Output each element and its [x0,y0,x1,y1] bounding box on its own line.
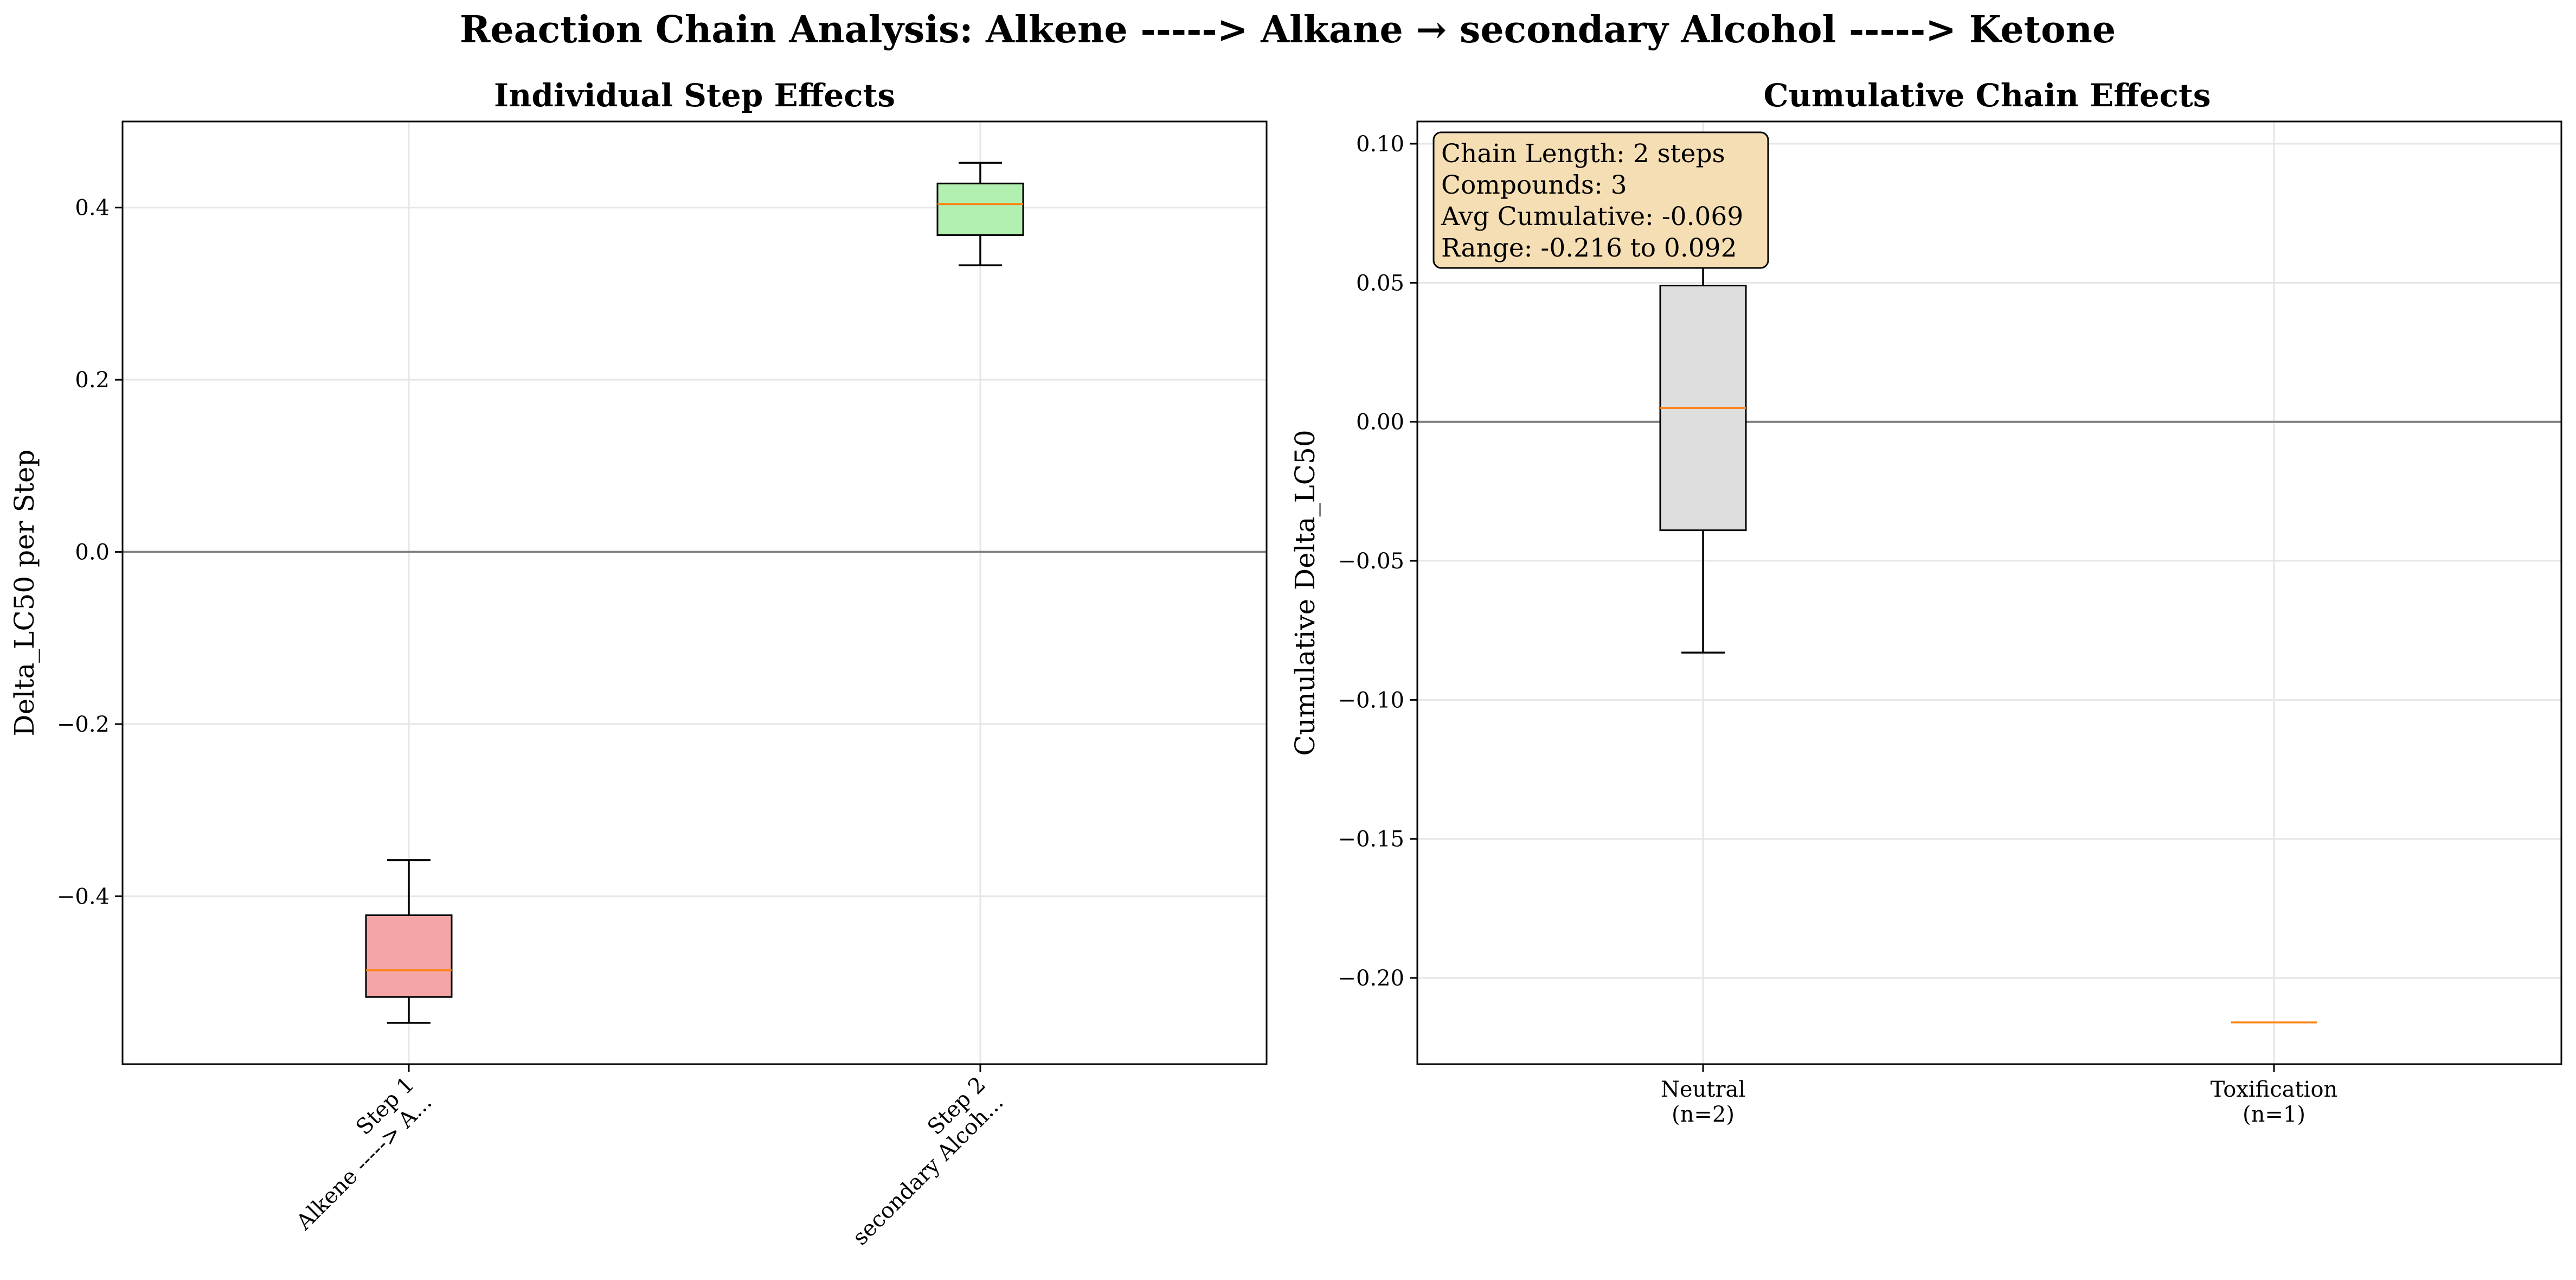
chain-info-line: Chain Length: 2 steps [1441,139,1725,169]
left-y-tick-label: 0.4 [75,196,110,221]
left-chart-panel: Individual Step Effects −0.4 −0.2 0.0 0.2 0.… [9,77,1268,1250]
right-chart-title: Cumulative Chain Effects [1764,77,2211,114]
chain-info-box-background [1432,131,1769,269]
left-boxplot-2 [936,162,1024,266]
chain-info-line: Range: -0.216 to 0.092 [1441,233,1737,263]
figure-title: Reaction Chain Analysis: Alkene -----> A… [460,8,2116,52]
left-y-tick-label: −0.4 [57,884,110,909]
right-y-tick-label: 0.00 [1356,410,1404,435]
chain-info-line: Avg Cumulative: -0.069 [1441,202,1743,232]
left-boxplot-1 [365,859,453,1024]
box-iqr [936,182,1024,236]
right-y-axis-label: Cumulative Delta_LC50 [1289,430,1321,756]
right-x-tick-label: Neutral (n=2) [1661,1077,1745,1127]
right-y-tick-label: −0.15 [1338,827,1404,852]
right-y-tick-label: 0.05 [1356,271,1404,296]
chain-info-box: Chain Length: 2 steps Compounds: 3 Avg C… [1432,131,1769,269]
right-plot-frame [1416,120,2562,1065]
right-y-tick-label: −0.05 [1338,549,1404,574]
right-boxplot-1 [1659,165,1747,654]
left-y-tick-label: 0.0 [75,540,110,565]
chain-info-line: Compounds: 3 [1441,170,1627,200]
right-y-tick-label: −0.20 [1338,966,1404,991]
left-y-axis-label: Delta_LC50 per Step [9,450,40,737]
right-y-tick-label: −0.10 [1338,688,1404,713]
left-plot-frame [121,120,1268,1065]
left-y-tick-label: 0.2 [75,368,110,393]
left-chart-title: Individual Step Effects [494,77,895,114]
left-y-tick-label: −0.2 [57,712,110,737]
right-y-tick-label: 0.10 [1356,132,1404,157]
box-iqr [365,914,453,998]
right-x-tick-label: Toxification (n=1) [2211,1077,2338,1127]
right-chart-panel: Cumulative Chain Effects −0.20 −0.15 −0.10… [1289,77,2562,1127]
